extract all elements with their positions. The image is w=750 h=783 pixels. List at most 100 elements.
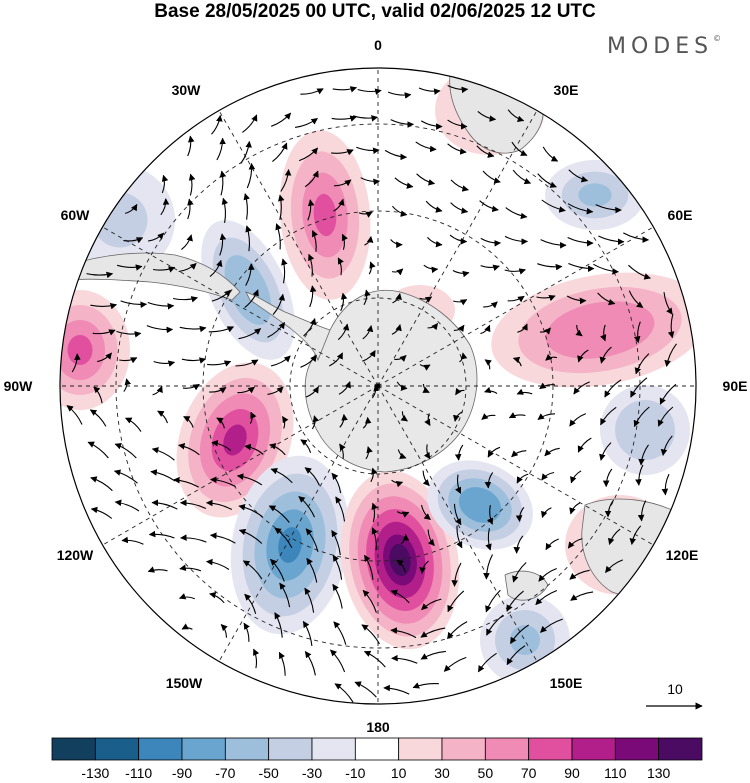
brand-name: MODES <box>607 34 714 59</box>
wind-vector <box>447 119 468 130</box>
wind-vector <box>598 235 625 246</box>
wind-vector <box>504 268 526 275</box>
wind-vector <box>338 381 351 395</box>
wind-vector <box>569 569 590 580</box>
wind-vector <box>419 296 433 303</box>
wind-vector <box>221 197 229 224</box>
wind-vector <box>577 437 592 453</box>
colorbar-tick-label: 130 <box>647 765 671 781</box>
wind-vector <box>281 258 288 284</box>
wind-vector <box>304 467 321 486</box>
wind-vector <box>599 346 612 364</box>
wind-vector <box>295 117 318 128</box>
colorbar-tick-label: -110 <box>125 765 152 781</box>
wind-vector <box>427 322 439 331</box>
wind-vector <box>362 416 372 429</box>
wind-vector <box>92 329 116 336</box>
wind-vector <box>425 200 443 213</box>
longitude-label: 60E <box>668 207 693 223</box>
blue-lobe-africa <box>545 160 645 230</box>
antarctic-peninsula <box>245 291 331 362</box>
colorbar-tick-label: 50 <box>478 765 494 781</box>
wind-vector <box>71 353 81 373</box>
wind-vector <box>282 415 289 429</box>
wind-vector <box>211 114 223 135</box>
colorbar-tick-label: 30 <box>434 765 450 781</box>
colorbar-tick-label: 90 <box>564 765 580 781</box>
wind-vector <box>419 364 431 371</box>
wind-vector <box>90 506 113 519</box>
wind-vector <box>447 621 468 640</box>
colorbar-tick-label: 10 <box>391 765 407 781</box>
wind-vector <box>480 264 500 272</box>
wind-vector <box>487 446 501 458</box>
wind-vector <box>331 472 342 494</box>
wind-vector <box>89 409 107 427</box>
wind-vector <box>516 388 533 395</box>
colorbar-swatch <box>354 737 400 761</box>
wind-vector <box>575 324 583 337</box>
wind-vectors <box>66 85 677 703</box>
wind-vector <box>450 179 469 192</box>
wind-vector <box>187 198 194 220</box>
wind-vector <box>116 264 143 271</box>
wind-vector <box>456 525 463 549</box>
colorbar-swatch <box>268 737 313 761</box>
map-title: Base 28/05/2025 00 UTC, valid 02/06/2025… <box>154 1 596 22</box>
wind-vector <box>300 354 317 368</box>
wind-vector <box>119 357 138 364</box>
blue-lobe-nz-level <box>510 625 540 655</box>
blue-lobe-tasman-level <box>469 496 491 514</box>
wind-vector <box>604 499 615 518</box>
wind-vector <box>363 650 386 668</box>
wind-vector <box>274 612 283 638</box>
wind-vector <box>178 443 200 456</box>
wind-vector <box>568 169 589 183</box>
wind-vector <box>331 529 341 556</box>
wind-vector <box>513 535 524 554</box>
wind-vector <box>279 582 291 608</box>
wind-vector <box>209 476 236 488</box>
wind-vector <box>298 496 316 518</box>
wind-vector <box>450 202 469 214</box>
wind-vector <box>541 471 555 481</box>
wind-vector <box>179 499 207 509</box>
wind-vector <box>397 449 407 459</box>
map-border <box>59 67 697 705</box>
colorbar-swatch <box>528 737 573 761</box>
wind-vector <box>275 223 282 250</box>
longitude-label: 60W <box>61 207 91 223</box>
wind-vector <box>422 383 430 393</box>
wind-vector <box>659 383 677 405</box>
pink-lobe-pacific-east-level <box>223 424 247 456</box>
meridian-line <box>377 226 654 387</box>
wind-vector <box>361 624 380 645</box>
wind-vector <box>302 620 313 646</box>
wind-vector <box>568 262 595 272</box>
wind-vector <box>209 591 225 604</box>
wind-vector <box>371 502 378 523</box>
wind-vector <box>209 387 227 394</box>
wind-vector <box>481 413 496 420</box>
wind-vector <box>300 439 312 453</box>
wind-vector <box>394 177 414 189</box>
wind-vector <box>602 468 613 488</box>
wind-vector <box>570 470 582 484</box>
wind-vector <box>308 253 315 277</box>
wind-vector <box>476 145 495 158</box>
wind-vector <box>515 506 525 522</box>
wind-vector <box>567 237 594 247</box>
wind-vector <box>207 360 232 367</box>
colorbar-tick-label: -30 <box>302 765 322 781</box>
wind-vector <box>332 583 343 609</box>
wind-vector <box>371 527 378 551</box>
wind-vector <box>540 618 563 633</box>
pink-lobe-indian-level <box>572 315 628 345</box>
wind-vector <box>333 621 347 645</box>
wind-vector <box>332 86 358 93</box>
wind-vector <box>147 566 168 573</box>
south-pole-marker <box>375 383 381 389</box>
wind-vector <box>453 299 468 306</box>
wind-vector <box>424 413 431 426</box>
wind-vector <box>537 263 563 271</box>
